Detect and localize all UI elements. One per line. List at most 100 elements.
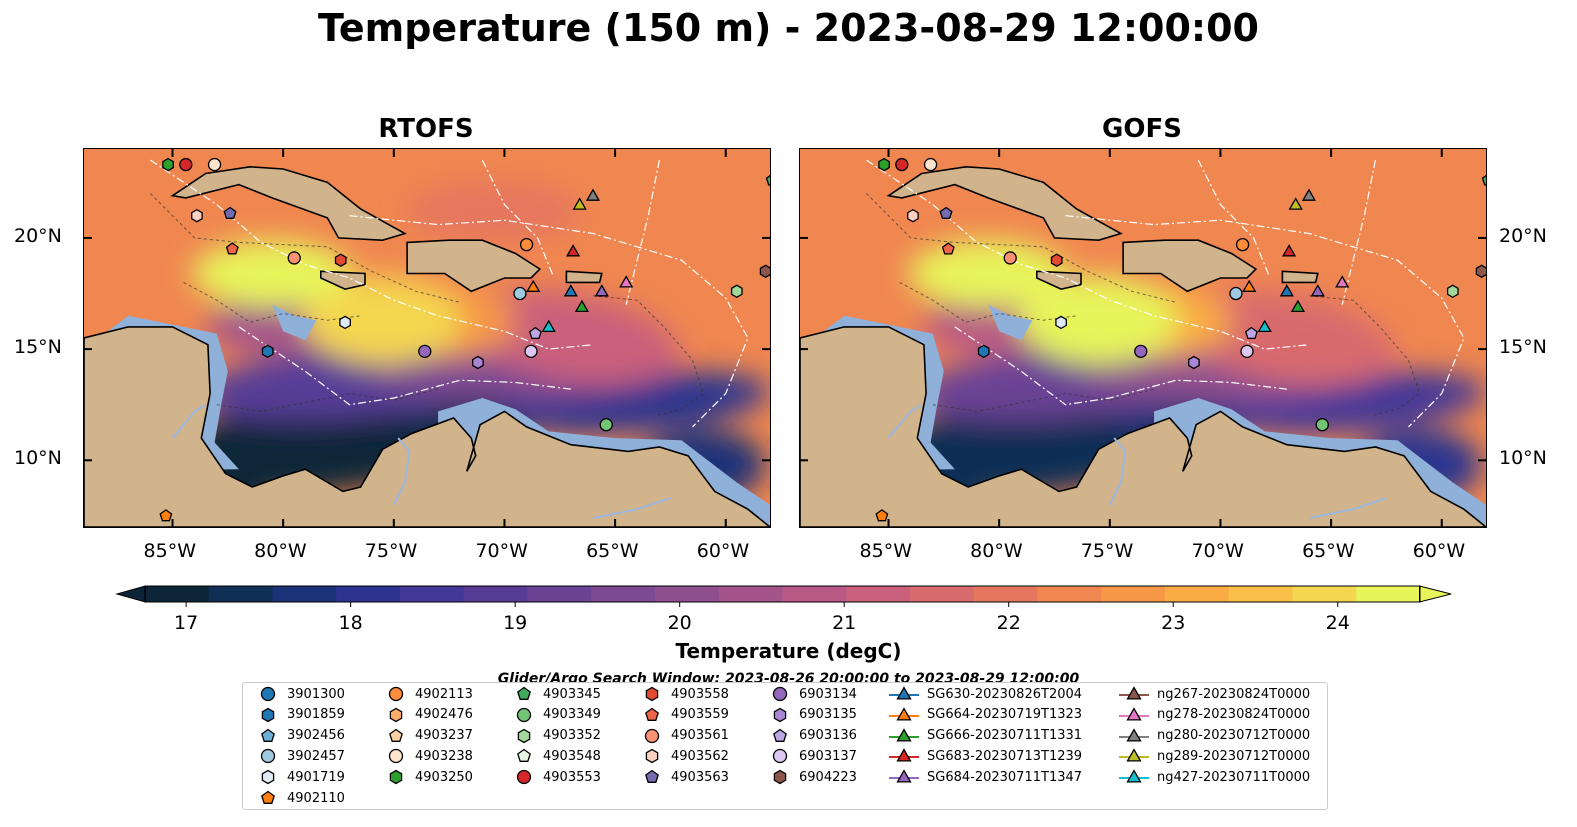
legend-marker-icon: [1119, 727, 1149, 742]
legend-item: ng289-20230712T0000: [1119, 746, 1310, 766]
legend-item: 4902110: [257, 788, 345, 808]
legend-marker-icon: [773, 769, 787, 785]
lon-tick-label: 65°W: [1302, 540, 1355, 562]
legend-item: 4903553: [513, 767, 601, 787]
legend-label: ng427-20230711T0000: [1157, 769, 1311, 785]
legend-item: 6903135: [769, 705, 857, 725]
legend-label: ng267-20230824T0000: [1157, 686, 1311, 702]
legend-item: SG666-20230711T1331: [889, 726, 1082, 746]
legend-label: 3901300: [287, 686, 345, 702]
colorbar-segment: [591, 586, 656, 602]
colorbar-segment: [718, 586, 784, 602]
lat-tick-label-left: 10°N: [14, 447, 62, 470]
lon-tick-label: 65°W: [586, 540, 639, 562]
legend-label: 6904223: [799, 769, 857, 785]
legend-marker-icon: [889, 769, 919, 783]
legend-marker-icon: [645, 749, 659, 764]
colorbar-segment: [846, 586, 911, 602]
legend-label: 4903562: [671, 748, 729, 764]
platform-marker-2: [923, 157, 938, 172]
platform-marker-27: [1335, 275, 1350, 288]
legend-label: 4901719: [287, 769, 345, 785]
lat-tick-label-right: 20°N: [1499, 224, 1547, 247]
platform-marker-16: [513, 286, 527, 301]
platform-marker-19: [759, 264, 770, 279]
platform-marker-3: [191, 208, 203, 223]
platform-marker-16: [1229, 286, 1243, 301]
platform-marker-14: [528, 326, 542, 340]
platform-marker-24: [1242, 279, 1257, 292]
legend-marker-icon: [645, 686, 659, 702]
legend-label: 4903561: [671, 728, 729, 744]
colorbar-segment: [1165, 586, 1230, 602]
platform-marker-29: [1257, 319, 1272, 333]
legend-marker-icon: [389, 728, 403, 742]
platform-marker-1: [179, 157, 193, 172]
platform-marker-18: [730, 284, 743, 299]
colorbar-segment: [400, 586, 465, 602]
legend-item: 4903352: [513, 726, 601, 746]
platform-marker-12: [1188, 355, 1200, 370]
lat-tick-label-right: 15°N: [1499, 336, 1547, 359]
legend-marker-icon: [1119, 686, 1149, 700]
legend-item: 4903558: [641, 684, 729, 704]
legend-item: 4903237: [385, 726, 473, 746]
legend-item: 4903562: [641, 746, 729, 766]
lon-tick-label: 75°W: [1080, 540, 1134, 562]
legend-marker-icon: [645, 707, 659, 721]
legend-marker-icon: [889, 748, 919, 762]
lon-tick-label: 85°W: [143, 540, 196, 562]
colorbar-segment: [1356, 586, 1421, 602]
legend-marker-icon: [1119, 769, 1149, 783]
legend-marker-icon: [773, 728, 787, 742]
legend-marker-icon: [889, 727, 919, 742]
colorbar-segment: [1228, 586, 1294, 602]
platform-marker-0: [162, 157, 174, 172]
legend-label: 4903250: [415, 769, 473, 785]
legend-marker-icon: [772, 749, 788, 764]
legend-marker-icon: [645, 769, 659, 784]
legend-item: 4903563: [641, 767, 729, 787]
platform-marker-1: [895, 157, 909, 172]
legend-item: SG684-20230711T1347: [889, 767, 1082, 787]
lat-tick-label-right: 10°N: [1499, 447, 1547, 470]
legend-label: SG666-20230711T1331: [927, 728, 1083, 744]
legend-item: 6904223: [769, 767, 857, 787]
platform-marker-10: [159, 509, 173, 522]
legend-marker-icon: [889, 707, 919, 721]
legend-marker-icon: [1119, 748, 1149, 762]
platform-marker-4: [939, 206, 953, 219]
legend-marker-icon: [388, 686, 404, 702]
lon-tick-label: 80°W: [970, 540, 1023, 562]
legend-marker-icon: [516, 707, 532, 722]
legend-label: 4903237: [415, 728, 473, 744]
legend-item: ng280-20230712T0000: [1119, 726, 1310, 746]
legend-item: 4902113: [385, 684, 473, 704]
legend-marker-icon: [389, 707, 403, 723]
platform-marker-13: [1240, 344, 1254, 358]
map-panel-gofs: [799, 148, 1487, 528]
legend-item: 3901859: [257, 705, 345, 725]
legend-label: 4903558: [671, 686, 729, 702]
platform-marker-22: [1301, 188, 1317, 201]
legend-label: 3902456: [287, 728, 345, 744]
figure-title: Temperature (150 m) - 2023-08-29 12:00:0…: [317, 6, 1259, 50]
legend-marker-icon: [517, 749, 531, 763]
lat-tick-label-left: 20°N: [14, 224, 62, 247]
lon-tick-label: 80°W: [254, 540, 307, 562]
legend-item: 4902476: [385, 705, 473, 725]
platform-marker-20: [765, 174, 770, 186]
platform-marker-25: [563, 284, 578, 297]
platform-marker-23: [565, 244, 581, 257]
platform-marker-19: [1475, 264, 1486, 279]
lon-tick-label: 85°W: [859, 540, 912, 562]
legend-item: 6903136: [769, 726, 857, 746]
platform-marker-26: [1310, 284, 1325, 297]
legend-label: 6903136: [799, 728, 857, 744]
legend-label: 6903135: [799, 707, 857, 723]
legend-label: 4902113: [415, 686, 473, 702]
legend-item: 4903349: [513, 705, 601, 725]
legend-item: SG664-20230719T1323: [889, 705, 1082, 725]
platform-marker-18: [1446, 284, 1459, 299]
platform-marker-20: [1481, 174, 1486, 186]
